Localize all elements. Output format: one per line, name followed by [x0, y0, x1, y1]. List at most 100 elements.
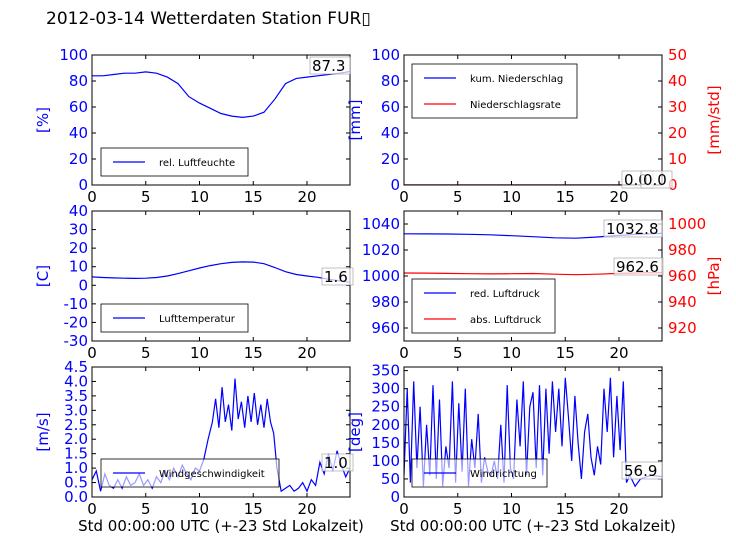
y-tick-label-right: 40 [668, 72, 687, 90]
legend-label: abs. Luftdruck [470, 315, 541, 326]
y-axis-title: [C] [34, 265, 52, 287]
y-tick-label: 980 [371, 293, 400, 311]
plot-frame [91, 54, 351, 186]
value-label: 962.6 [616, 258, 659, 276]
value-label: 1.6 [324, 268, 348, 286]
x-tick-label: 20 [609, 344, 628, 362]
series-line-humidity-0 [92, 70, 350, 119]
y-tick-label: 1.5 [64, 445, 88, 463]
y-tick-label: 200 [371, 416, 400, 434]
y-tick-label: 3.5 [64, 387, 88, 405]
legend-label: red. Luftdruck [470, 289, 540, 300]
y-tick-label: 300 [371, 380, 400, 398]
x-tick-label: 20 [297, 188, 316, 206]
legend-label: kum. Niederschlag [470, 74, 563, 85]
x-tick-label: 15 [244, 188, 263, 206]
y-tick-label: 150 [371, 434, 400, 452]
y-tick-label: 1.0 [64, 459, 88, 477]
y-tick-label: -30 [64, 332, 89, 350]
x-tick-label: 15 [244, 500, 263, 518]
y-tick-label: -10 [64, 295, 89, 313]
y-tick-label: 1040 [362, 215, 400, 233]
y-tick-label: 80 [69, 72, 88, 90]
figure-title: 2012-03-14 Wetterdaten Station FUR▯ [46, 9, 371, 29]
chart-panel-precip: 0 5 10 15 20 0 20 40 60 80 100 0 10 20 30 40 50 [mm] [mm/s… [346, 46, 723, 206]
y-tick-label-right: 940 [668, 293, 697, 311]
x-tick-label: 15 [556, 344, 575, 362]
y-tick-label-right: 20 [668, 124, 687, 142]
plot-frame [91, 366, 351, 498]
x-axis-title: Std 00:00:00 UTC (+-23 Std Lokalzeit) [390, 517, 676, 535]
y-tick-label: -20 [64, 313, 89, 331]
y-tick-label: 30 [69, 221, 88, 239]
x-tick-label: 0 [399, 188, 409, 206]
y-axis-title: [mm] [346, 100, 364, 141]
y-tick-label: 250 [371, 398, 400, 416]
y-tick-label: 1020 [362, 241, 400, 259]
y-tick-label: 10 [69, 258, 88, 276]
x-tick-label: 15 [244, 344, 263, 362]
y-tick-label: 100 [59, 46, 88, 64]
chart-panel-windspeed: 0 5 10 15 200.00.51.01.52.02.53.03.54.04.5[m… [34, 358, 364, 535]
legend-label: Niederschlagsrate [470, 100, 561, 111]
x-tick-label: 15 [556, 500, 575, 518]
y-axis-title: [%] [34, 107, 52, 133]
x-tick-label: 5 [141, 344, 151, 362]
y-tick-label: 100 [371, 452, 400, 470]
y-tick-label: 50 [381, 470, 400, 488]
y-tick-label-right: 920 [668, 319, 697, 337]
value-box [603, 219, 663, 238]
value-label: 56.9 [624, 462, 657, 480]
x-tick-label: 20 [609, 188, 628, 206]
x-tick-label: 0 [87, 188, 97, 206]
y-tick-label-right: 960 [668, 267, 697, 285]
y-tick-label-right: 980 [668, 241, 697, 259]
value-box [621, 461, 663, 480]
x-tick-label: 10 [502, 500, 521, 518]
y-tick-label: 20 [69, 150, 88, 168]
y-tick-label: 80 [381, 72, 400, 90]
legend-label: Windgeschwindigkeit [159, 469, 265, 480]
x-tick-label: 10 [190, 500, 209, 518]
x-tick-label: 0 [399, 344, 409, 362]
x-axis-title: Std 00:00:00 UTC (+-23 Std Lokalzeit) [78, 517, 364, 535]
y-axis-title-right: [hPa] [705, 257, 723, 296]
x-tick-label: 20 [297, 344, 316, 362]
plot-frame [403, 54, 663, 186]
y-tick-label-right: 1000 [668, 215, 706, 233]
y-tick-label: 0 [78, 176, 88, 194]
plot-frame [403, 366, 663, 498]
y-tick-label: 350 [371, 362, 400, 380]
y-tick-label: 0 [390, 176, 400, 194]
value-box [321, 267, 354, 286]
y-tick-label: 4.0 [64, 372, 88, 390]
x-tick-label: 0 [87, 500, 97, 518]
value-label: 0.0 [643, 171, 667, 189]
y-tick-label: 960 [371, 319, 400, 337]
x-tick-label: 20 [609, 500, 628, 518]
legend-box [411, 278, 556, 334]
legend-label: rel. Luftfeuchte [159, 158, 235, 169]
y-tick-label: 3.0 [64, 401, 88, 419]
x-tick-label: 5 [141, 500, 151, 518]
x-tick-label: 0 [87, 344, 97, 362]
y-tick-label: 60 [69, 98, 88, 116]
x-tick-label: 20 [297, 500, 316, 518]
y-tick-label: 0.0 [64, 488, 88, 506]
y-tick-label: 0.5 [64, 474, 88, 492]
y-axis-title: [deg] [346, 412, 364, 452]
y-tick-label: 1000 [362, 267, 400, 285]
y-tick-label: 20 [381, 150, 400, 168]
y-tick-label: 100 [371, 46, 400, 64]
legend-label: Windrichtung [470, 469, 537, 480]
y-tick-label: 40 [381, 124, 400, 142]
y-tick-label: 0 [390, 488, 400, 506]
y-tick-label: 20 [69, 239, 88, 257]
series-line-temperature-0 [92, 261, 350, 283]
y-tick-label: 40 [69, 124, 88, 142]
x-tick-label: 5 [141, 188, 151, 206]
value-box [640, 170, 673, 189]
y-tick-label-right: 30 [668, 98, 687, 116]
